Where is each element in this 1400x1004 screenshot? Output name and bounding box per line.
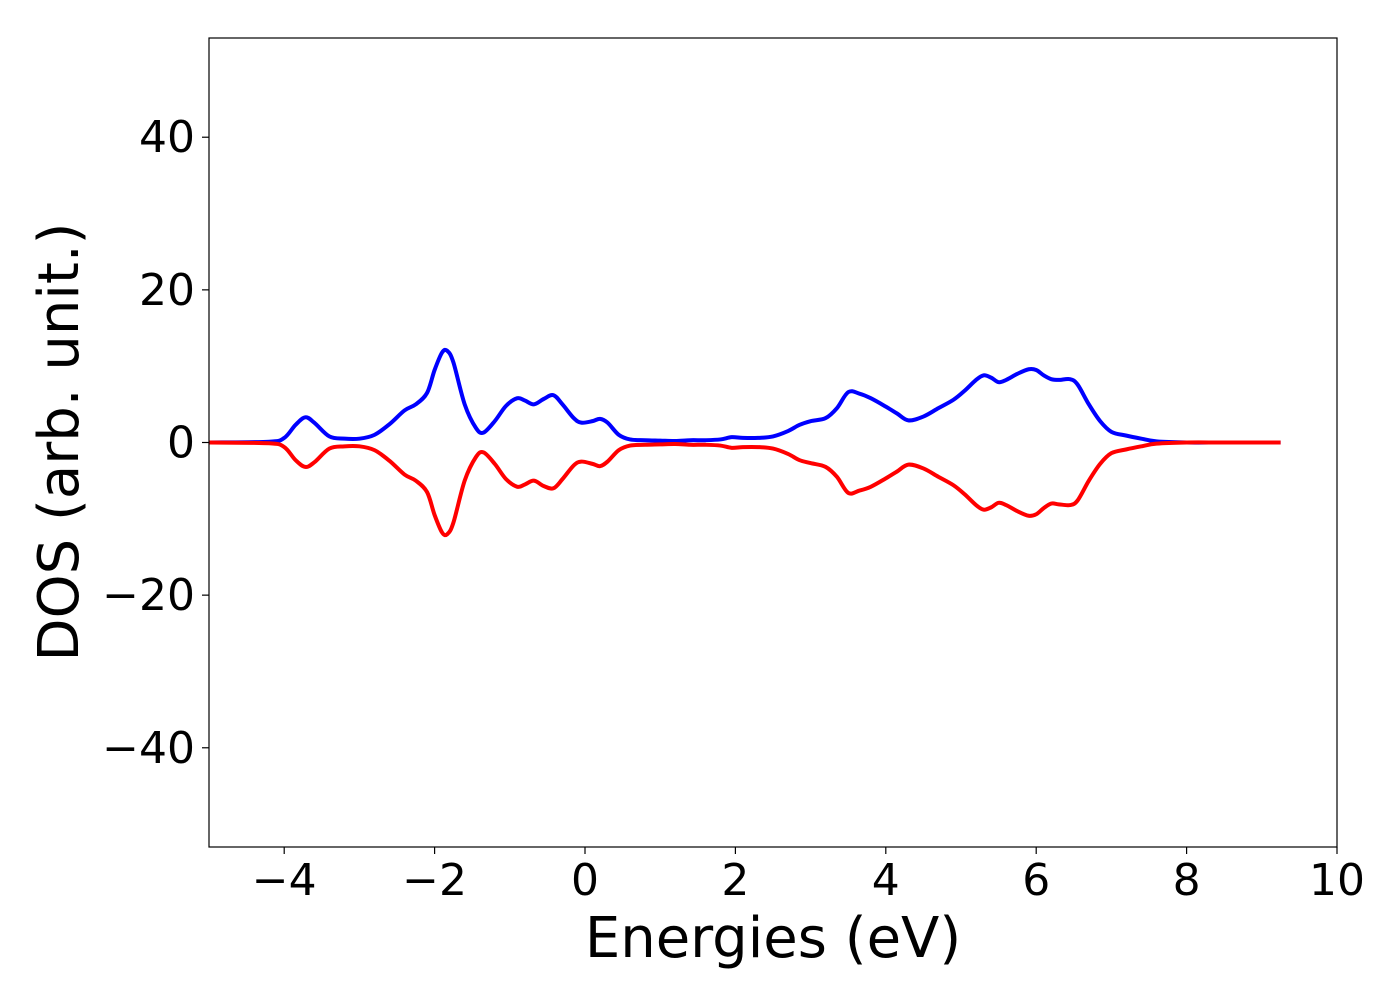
x-tick-label: 8	[1173, 855, 1201, 906]
x-tick-label: −4	[252, 855, 317, 906]
x-tick-label: 2	[721, 855, 749, 906]
series-line-2	[208, 440, 1281, 538]
plot-frame	[208, 37, 1338, 848]
x-tick-label: 0	[571, 855, 599, 906]
x-tick-label: 4	[872, 855, 900, 906]
y-tick-label: 20	[139, 265, 195, 316]
y-tick-label: −20	[102, 570, 195, 621]
series-layer	[208, 347, 1281, 538]
y-tick-label: −40	[102, 723, 195, 774]
series-line-1	[208, 347, 1281, 445]
x-axis-label: Energies (eV)	[585, 906, 961, 971]
y-axis-label: DOS (arb. unit.)	[27, 222, 92, 661]
x-tick-label: −2	[402, 855, 467, 906]
x-tick-label: 6	[1022, 855, 1050, 906]
y-tick-label: 40	[139, 112, 195, 163]
y-tick-label: 0	[167, 418, 195, 469]
x-tick-label: 10	[1309, 855, 1365, 906]
